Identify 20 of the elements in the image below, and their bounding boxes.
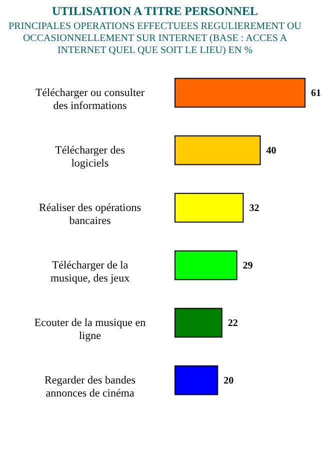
y-tick-label: Télécharger de la musique, des jeux — [50, 259, 130, 284]
y-tick-label: Ecouter de la musique en ligne — [34, 316, 146, 342]
data-label: 40 — [266, 145, 276, 156]
y-tick-label: Télécharger ou consulter des informations — [35, 86, 145, 112]
bar — [174, 308, 222, 338]
data-label: 32 — [249, 202, 260, 214]
bar — [174, 365, 218, 396]
bar — [174, 78, 306, 108]
data-label: 22 — [228, 318, 238, 329]
bar — [174, 250, 238, 280]
data-label: 61 — [311, 88, 321, 99]
y-tick-label: Regarder des bandes annonces de cinéma — [44, 374, 136, 400]
data-label: 29 — [242, 260, 253, 272]
chart-subtitle: PRINCIPALES OPERATIONS EFFECTUEES REGULIEREMENT OU OCCASIONNELLEMENT SUR INTERNET (BASE : ACCES A INTERNET QUEL QUE SOIT LE LIEU) EN % — [8, 21, 302, 56]
chart-title: UTILISATION A TITRE PERSONNEL — [52, 4, 258, 18]
y-tick-label: Télécharger des logiciels — [55, 144, 125, 170]
y-tick-label: Réaliser des opérations bancaires — [38, 202, 142, 227]
data-label: 20 — [224, 375, 234, 386]
bar — [174, 192, 244, 223]
bar — [174, 135, 261, 166]
